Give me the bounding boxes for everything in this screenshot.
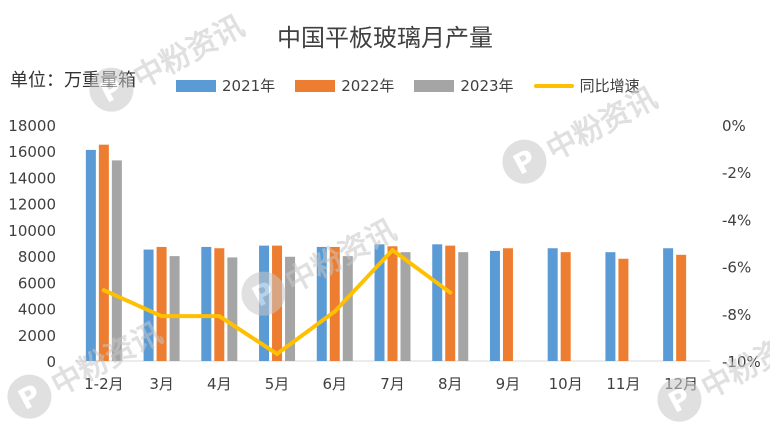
y-left-tick-label: 14000 <box>8 169 56 187</box>
x-tick-label: 10月 <box>549 375 583 393</box>
x-tick-label: 6月 <box>322 375 347 393</box>
bar-2022 <box>560 252 571 361</box>
legend-swatch-2021 <box>176 79 216 92</box>
yoy-point <box>332 309 337 314</box>
y-left-tick-label: 8000 <box>18 248 56 266</box>
bar-2021 <box>316 246 327 361</box>
y-right-tick-label: -8% <box>722 306 751 324</box>
x-tick-label: 7月 <box>380 375 405 393</box>
bar-2021 <box>374 244 385 361</box>
bar-2021 <box>201 246 212 361</box>
bar-2022 <box>156 246 167 361</box>
bar-2023 <box>111 160 122 361</box>
chart-legend: 2021年 2022年 2023年 同比增速 <box>176 75 660 96</box>
bar-2023 <box>458 252 469 361</box>
y-left-tick-label: 18000 <box>8 117 56 135</box>
chart-title: 中国平板玻璃月产量 <box>277 24 493 52</box>
bar-2023 <box>342 256 353 361</box>
bar-2022 <box>272 245 283 361</box>
yoy-point <box>275 351 280 356</box>
legend-item-yoy: 同比增速 <box>533 75 640 96</box>
bar-2021 <box>663 248 674 361</box>
x-tick-label: 3月 <box>149 375 174 393</box>
bar-2021 <box>143 249 154 361</box>
yoy-point <box>217 314 222 319</box>
x-tick-label: 4月 <box>207 375 232 393</box>
yoy-point <box>159 314 164 319</box>
bar-2022 <box>329 246 340 361</box>
y-left-tick-label: 6000 <box>18 274 56 292</box>
legend-label-2023: 2023年 <box>460 77 514 95</box>
y-right-tick-label: -6% <box>722 259 751 277</box>
y-left-tick-label: 10000 <box>8 222 56 240</box>
bar-2022 <box>618 258 629 361</box>
bar-2022 <box>676 254 687 361</box>
legend-swatch-yoy <box>533 83 574 88</box>
y-left-tick-label: 2000 <box>18 327 56 345</box>
y-right-tick-label: -2% <box>722 164 751 182</box>
y-right-tick-label: 0% <box>722 117 746 135</box>
legend-item-2022: 2022年 <box>295 75 394 96</box>
legend-swatch-2023 <box>414 79 455 92</box>
legend-label-2022: 2022年 <box>341 77 395 95</box>
bar-2022 <box>214 248 225 361</box>
y-left-tick-label: 16000 <box>8 143 56 161</box>
y-right-tick-label: -4% <box>722 211 751 229</box>
legend-swatch-2022 <box>295 79 336 92</box>
x-tick-label: 8月 <box>438 375 463 393</box>
yoy-point <box>448 290 453 295</box>
y-left-tick-label: 12000 <box>8 196 56 214</box>
chart-container: 中国平板玻璃月产量 单位：万重量箱 2021年 2022年 2023年 同比增速… <box>0 9 770 429</box>
y-left-tick-label: 0 <box>46 353 56 371</box>
y-left-tick-label: 4000 <box>18 301 56 319</box>
yoy-point <box>101 288 106 293</box>
legend-label-yoy: 同比增速 <box>579 77 640 95</box>
legend-item-2023: 2023年 <box>414 75 514 96</box>
y-right-tick-label: -10% <box>722 353 761 371</box>
bar-2022 <box>445 245 456 361</box>
bar-2021 <box>547 248 558 361</box>
legend-label-2021: 2021年 <box>222 77 276 95</box>
x-tick-label: 5月 <box>265 375 290 393</box>
bar-2021 <box>432 244 443 361</box>
bar-2023 <box>169 256 180 361</box>
legend-item-2021: 2021年 <box>176 75 275 96</box>
x-tick-label: 1-2月 <box>84 375 124 393</box>
bar-2022 <box>502 248 513 361</box>
bar-2021 <box>489 250 500 361</box>
chart-plot: 0 2000 4000 6000 8000 10000 12000 14000 16000 180… <box>8 117 761 393</box>
bar-2023 <box>227 257 238 361</box>
bar-2022 <box>387 246 398 361</box>
x-tick-label: 12月 <box>664 375 698 393</box>
x-tick-label: 9月 <box>496 375 521 393</box>
yoy-point <box>390 248 395 253</box>
bar-2023 <box>400 252 411 361</box>
bar-2021 <box>605 252 616 361</box>
bar-2022 <box>98 144 109 361</box>
x-tick-label: 11月 <box>606 375 640 393</box>
bar-2021 <box>85 149 96 361</box>
